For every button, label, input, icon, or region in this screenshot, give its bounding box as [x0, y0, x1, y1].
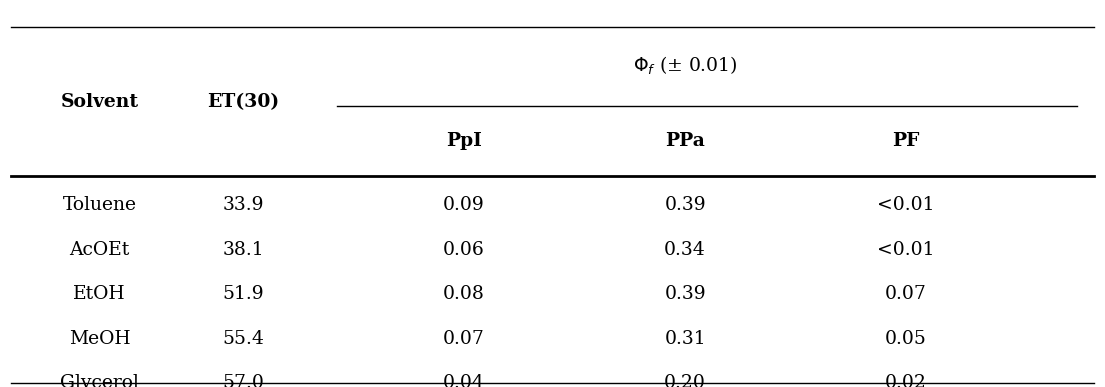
- Text: Solvent: Solvent: [61, 92, 138, 111]
- Text: 0.39: 0.39: [664, 196, 706, 214]
- Text: 0.04: 0.04: [443, 374, 485, 387]
- Text: $\Phi_f$ (± 0.01): $\Phi_f$ (± 0.01): [633, 55, 737, 77]
- Text: <0.01: <0.01: [877, 241, 935, 259]
- Text: Glycerol: Glycerol: [60, 374, 139, 387]
- Text: Toluene: Toluene: [63, 196, 136, 214]
- Text: MeOH: MeOH: [69, 330, 130, 348]
- Text: EtOH: EtOH: [73, 285, 126, 303]
- Text: 33.9: 33.9: [222, 196, 264, 214]
- Text: 51.9: 51.9: [222, 285, 264, 303]
- Text: 0.07: 0.07: [885, 285, 927, 303]
- Text: 0.06: 0.06: [443, 241, 485, 259]
- Text: 0.08: 0.08: [443, 285, 485, 303]
- Text: 0.20: 0.20: [664, 374, 706, 387]
- Text: PPa: PPa: [665, 132, 705, 150]
- Text: <0.01: <0.01: [877, 196, 935, 214]
- Text: 0.34: 0.34: [664, 241, 706, 259]
- Text: 55.4: 55.4: [222, 330, 264, 348]
- Text: PpI: PpI: [446, 132, 482, 150]
- Text: AcOEt: AcOEt: [70, 241, 129, 259]
- Text: 0.09: 0.09: [443, 196, 485, 214]
- Text: 38.1: 38.1: [222, 241, 264, 259]
- Text: 0.39: 0.39: [664, 285, 706, 303]
- Text: PF: PF: [893, 132, 919, 150]
- Text: 0.31: 0.31: [664, 330, 706, 348]
- Text: 0.05: 0.05: [885, 330, 927, 348]
- Text: 57.0: 57.0: [222, 374, 264, 387]
- Text: 0.02: 0.02: [885, 374, 927, 387]
- Text: 0.07: 0.07: [443, 330, 485, 348]
- Text: ET(30): ET(30): [207, 92, 280, 111]
